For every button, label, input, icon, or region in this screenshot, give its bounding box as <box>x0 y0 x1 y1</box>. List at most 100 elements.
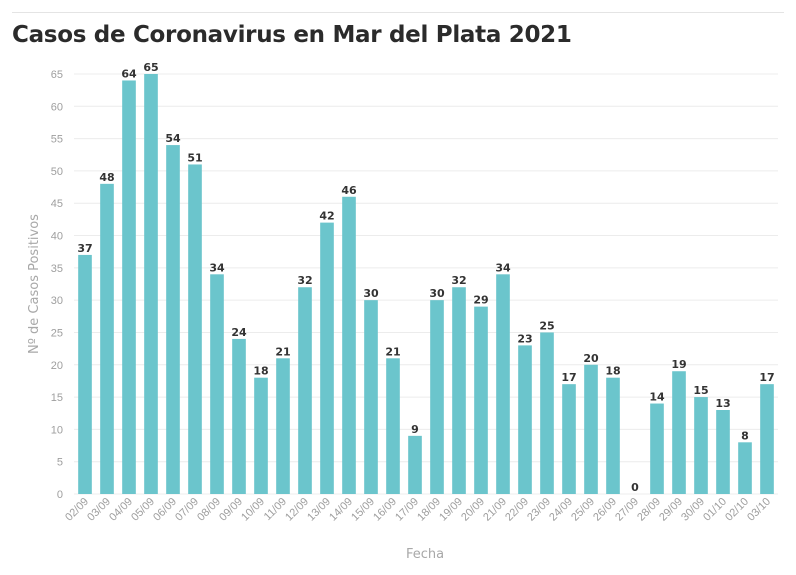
data-label: 65 <box>143 61 158 74</box>
x-tick-label: 17/09 <box>393 496 421 524</box>
y-tick-label: 50 <box>51 166 63 178</box>
y-tick-label: 20 <box>51 360 63 372</box>
bar <box>166 145 180 495</box>
bar <box>672 371 686 494</box>
data-label: 29 <box>473 294 488 307</box>
x-tick-label: 30/09 <box>679 496 707 524</box>
bar <box>738 442 752 494</box>
data-label: 51 <box>187 151 202 164</box>
y-tick-label: 0 <box>57 489 63 501</box>
bar <box>144 74 158 494</box>
bar <box>122 80 136 494</box>
data-label: 17 <box>759 371 774 384</box>
x-tick-label: 10/09 <box>239 496 267 524</box>
x-tick-label: 21/09 <box>481 496 509 524</box>
bar <box>210 274 224 494</box>
data-label: 32 <box>297 274 312 287</box>
x-tick-label: 26/09 <box>591 496 619 524</box>
data-label: 21 <box>275 345 290 358</box>
data-labels: 37 48 64 65 54 51 34 24 18 21 32 42 46 30 21 9 30 32 29 34 2… <box>77 61 774 494</box>
data-label: 13 <box>715 397 730 410</box>
data-label: 20 <box>583 352 599 365</box>
bar <box>188 164 202 494</box>
data-label: 32 <box>451 274 466 287</box>
data-label: 8 <box>741 429 749 442</box>
y-tick-label: 40 <box>51 231 63 243</box>
bar <box>694 397 708 494</box>
x-tick-label: 19/09 <box>437 496 465 524</box>
y-tick-label: 30 <box>51 295 63 307</box>
x-tick-label: 05/09 <box>129 496 157 524</box>
bar <box>430 300 444 494</box>
x-tick-label: 22/09 <box>503 496 531 524</box>
bar <box>408 435 422 494</box>
x-tick-label: 14/09 <box>327 496 355 524</box>
y-tick-label: 25 <box>51 327 63 339</box>
y-axis-ticks: 0 5 10 15 20 25 30 35 40 45 50 55 60 65 <box>51 69 63 501</box>
data-label: 30 <box>363 287 379 300</box>
bar <box>298 287 312 494</box>
y-tick-label: 15 <box>51 392 63 404</box>
bar <box>540 332 554 494</box>
bar <box>496 274 510 494</box>
x-tick-label: 02/10 <box>723 496 751 524</box>
bar <box>254 377 268 494</box>
data-label: 34 <box>209 261 225 274</box>
data-label: 34 <box>495 261 511 274</box>
top-divider <box>12 12 784 13</box>
data-label: 21 <box>385 345 400 358</box>
data-label: 64 <box>121 67 137 80</box>
x-tick-label: 12/09 <box>283 496 311 524</box>
x-tick-label: 04/09 <box>107 496 135 524</box>
data-label: 23 <box>517 332 532 345</box>
data-label: 18 <box>253 365 268 378</box>
data-label: 54 <box>165 132 181 145</box>
x-tick-label: 27/09 <box>613 496 641 524</box>
x-tick-label: 02/09 <box>63 496 91 524</box>
y-tick-label: 55 <box>51 134 63 146</box>
data-label: 14 <box>649 391 665 404</box>
chart-title: Casos de Coronavirus en Mar del Plata 20… <box>12 22 572 48</box>
x-tick-label: 09/09 <box>217 496 245 524</box>
x-axis-label: Fecha <box>406 547 444 562</box>
bar <box>716 410 730 494</box>
x-tick-label: 20/09 <box>459 496 487 524</box>
bar <box>650 403 664 494</box>
x-tick-label: 16/09 <box>371 496 399 524</box>
bar <box>320 222 334 494</box>
data-label: 17 <box>561 371 576 384</box>
y-tick-label: 60 <box>51 101 63 113</box>
bars <box>78 74 774 495</box>
data-label: 46 <box>341 184 357 197</box>
bar <box>100 183 114 494</box>
bar <box>584 364 598 494</box>
bar <box>760 384 774 494</box>
y-tick-label: 5 <box>57 457 63 469</box>
bar <box>452 287 466 494</box>
x-axis-ticks: 02/0903/0904/0905/0906/0907/0908/0909/09… <box>63 496 773 524</box>
y-tick-label: 10 <box>51 424 63 436</box>
y-tick-label: 35 <box>51 263 63 275</box>
bar <box>276 358 290 494</box>
data-label: 9 <box>411 423 419 436</box>
bar <box>78 254 92 494</box>
bar <box>342 196 356 494</box>
data-label: 25 <box>539 319 554 332</box>
data-label: 24 <box>231 326 247 339</box>
data-label: 19 <box>671 358 686 371</box>
bar <box>518 345 532 494</box>
x-tick-label: 01/10 <box>701 496 729 524</box>
x-tick-label: 24/09 <box>547 496 575 524</box>
x-tick-label: 07/09 <box>173 496 201 524</box>
x-tick-label: 06/09 <box>151 496 179 524</box>
data-label: 42 <box>319 210 334 223</box>
data-label: 15 <box>693 384 708 397</box>
x-tick-label: 28/09 <box>635 496 663 524</box>
x-tick-label: 03/09 <box>85 496 113 524</box>
bar <box>606 377 620 494</box>
x-tick-label: 18/09 <box>415 496 443 524</box>
y-tick-label: 45 <box>51 198 63 210</box>
x-tick-label: 29/09 <box>657 496 685 524</box>
x-tick-label: 15/09 <box>349 496 377 524</box>
